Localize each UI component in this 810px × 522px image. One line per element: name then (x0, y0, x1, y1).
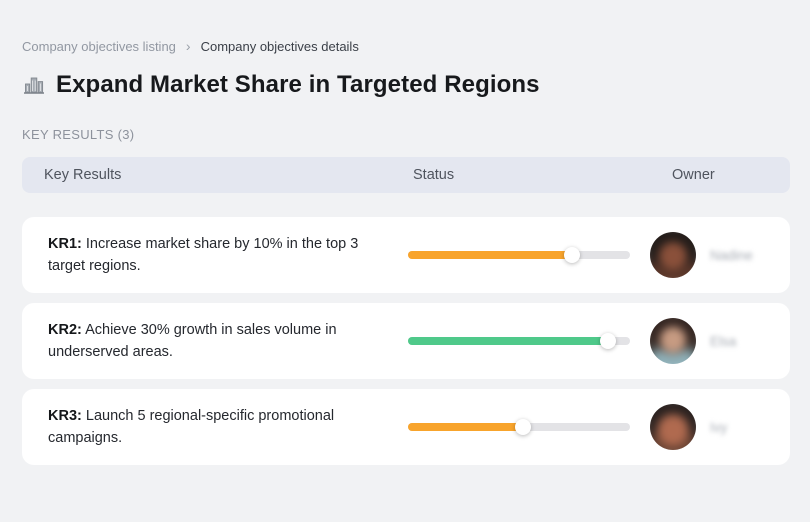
kr-label: KR2: (48, 322, 82, 338)
progress-fill (408, 423, 524, 431)
column-header-owner: Owner (672, 167, 715, 183)
slider-knob[interactable] (564, 247, 581, 263)
kr-description: Launch 5 regional-specific promotional c… (48, 408, 335, 446)
key-results-list: KR1: Increase market share by 10% in the… (22, 217, 790, 465)
progress-slider[interactable] (408, 333, 630, 349)
breadcrumb: Company objectives listing › Company obj… (22, 0, 790, 55)
column-header-key-results: Key Results (44, 167, 122, 183)
key-result-row-kr2[interactable]: KR2: Achieve 30% growth in sales volume … (22, 303, 790, 379)
avatar (650, 318, 696, 364)
owner-name: Ivy (710, 419, 728, 435)
key-result-row-kr1[interactable]: KR1: Increase market share by 10% in the… (22, 217, 790, 293)
kr-label: KR1: (48, 236, 82, 252)
buildings-icon (22, 73, 46, 97)
progress-fill (408, 251, 573, 259)
progress-slider[interactable] (408, 247, 630, 263)
key-result-row-kr3[interactable]: KR3: Launch 5 regional-specific promotio… (22, 389, 790, 465)
progress-slider[interactable] (408, 419, 630, 435)
kr-label: KR3: (48, 408, 82, 424)
chevron-right-icon: › (185, 37, 191, 54)
owner-cell: Ivy (650, 404, 790, 450)
title-row: Expand Market Share in Targeted Regions (22, 71, 790, 99)
kr-text: KR1: Increase market share by 10% in the… (22, 233, 408, 277)
progress-fill (408, 337, 608, 345)
kr-text: KR2: Achieve 30% growth in sales volume … (22, 319, 408, 363)
key-results-section-label: KEY RESULTS (3) (22, 127, 135, 142)
column-header-status: Status (413, 167, 455, 183)
status-cell (408, 247, 650, 263)
table-header: Key Results Status Owner (22, 157, 790, 193)
slider-knob[interactable] (515, 419, 532, 435)
kr-description: Increase market share by 10% in the top … (48, 236, 359, 274)
owner-cell: Elsa (650, 318, 790, 364)
breadcrumb-item-listing[interactable]: Company objectives listing (22, 39, 176, 54)
owner-name: Elsa (710, 333, 737, 349)
kr-text: KR3: Launch 5 regional-specific promotio… (22, 405, 408, 449)
slider-knob[interactable] (599, 333, 616, 349)
avatar (650, 232, 696, 278)
kr-description: Achieve 30% growth in sales volume in un… (48, 322, 337, 360)
avatar (650, 404, 696, 450)
status-cell (408, 419, 650, 435)
status-cell (408, 333, 650, 349)
page-title: Expand Market Share in Targeted Regions (56, 71, 540, 98)
owner-name: Nadine (710, 247, 753, 263)
breadcrumb-item-details: Company objectives details (200, 39, 359, 54)
page-content: Company objectives listing › Company obj… (22, 0, 790, 465)
owner-cell: Nadine (650, 232, 790, 278)
